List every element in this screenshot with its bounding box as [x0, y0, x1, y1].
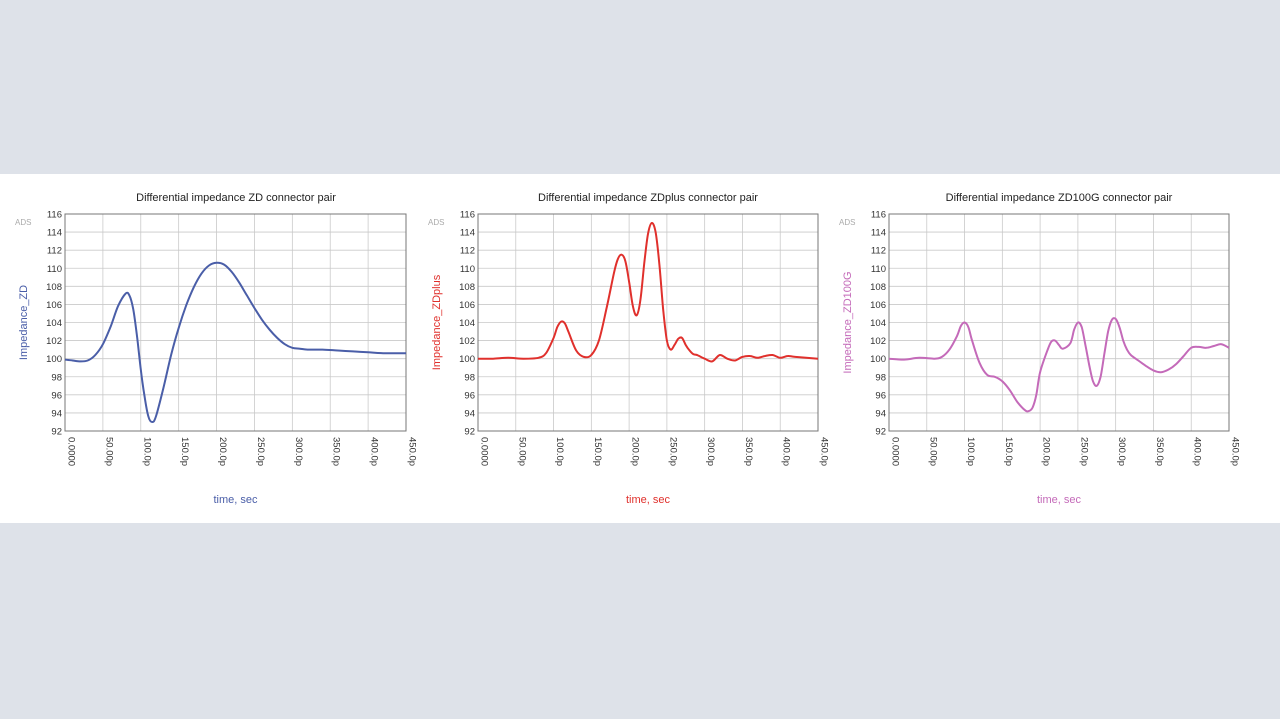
x-axis-label: time, sec — [213, 494, 258, 506]
y-tick-label: 106 — [46, 300, 62, 311]
y-tick-label: 110 — [460, 264, 475, 275]
y-tick-label: 96 — [464, 390, 475, 401]
x-tick-label: 400.0p — [781, 437, 792, 466]
x-tick-label: 0.0000 — [66, 437, 77, 466]
plot-frame — [64, 213, 407, 432]
y-tick-label: 110 — [47, 264, 62, 275]
x-tick-label: 300.0p — [1116, 437, 1127, 466]
x-tick-label: 200.0p — [1041, 437, 1052, 466]
y-tick-label: 110 — [871, 264, 886, 275]
x-axis-label: time, sec — [1037, 494, 1082, 506]
plot-frame — [888, 213, 1230, 432]
y-tick-label: 104 — [459, 318, 475, 329]
y-tick-label: 92 — [875, 427, 886, 438]
y-tick-label: 94 — [875, 408, 886, 419]
y-tick-label: 96 — [51, 390, 62, 401]
y-tick-label: 92 — [51, 427, 62, 438]
x-tick-label: 100.0p — [554, 437, 565, 466]
y-tick-label: 96 — [875, 390, 886, 401]
y-tick-label: 100 — [870, 354, 886, 365]
x-tick-label: 450.0p — [819, 437, 830, 466]
series-line-1 — [888, 317, 1230, 413]
series-line-1 — [477, 222, 819, 363]
y-axis-label: Impedance_ZD — [18, 285, 30, 360]
x-tick-label: 150.0p — [592, 437, 603, 466]
chart-3: Differential impedance ZD100G connector … — [839, 192, 1241, 506]
x-tick-label: 150.0p — [1003, 437, 1014, 466]
y-tick-label: 114 — [47, 228, 62, 239]
y-tick-label: 116 — [871, 210, 886, 221]
x-tick-label: 450.0p — [407, 437, 418, 466]
y-tick-label: 102 — [870, 336, 886, 347]
x-tick-label: 350.0p — [1154, 437, 1165, 466]
y-tick-label: 94 — [464, 408, 475, 419]
x-tick-label: 350.0p — [331, 437, 342, 466]
x-tick-label: 200.0p — [630, 437, 641, 466]
plot-frame — [477, 213, 819, 432]
x-tick-label: 50.00p — [927, 437, 938, 466]
ads-mark: ADS — [15, 218, 31, 227]
y-tick-label: 94 — [51, 408, 62, 419]
y-tick-label: 106 — [870, 300, 886, 311]
x-tick-label: 300.0p — [293, 437, 304, 466]
y-tick-label: 100 — [459, 354, 475, 365]
y-tick-label: 112 — [460, 246, 475, 257]
y-axis-label: Impedance_ZDplus — [431, 274, 443, 370]
x-tick-label: 100.0p — [965, 437, 976, 466]
x-tick-label: 450.0p — [1230, 437, 1241, 466]
x-tick-label: 250.0p — [667, 437, 678, 466]
x-tick-label: 50.00p — [516, 437, 527, 466]
x-axis-label: time, sec — [626, 494, 671, 506]
y-tick-label: 116 — [47, 210, 62, 221]
y-axis-label: Impedance_ZD100G — [842, 271, 854, 373]
y-tick-label: 116 — [460, 210, 475, 221]
y-tick-label: 98 — [875, 372, 886, 383]
y-tick-label: 98 — [51, 372, 62, 383]
chart-1: Differential impedance ZD connector pair… — [15, 192, 418, 506]
y-tick-label: 92 — [464, 427, 475, 438]
x-tick-label: 100.0p — [141, 437, 152, 466]
y-tick-label: 100 — [46, 354, 62, 365]
y-tick-label: 112 — [871, 246, 886, 257]
y-tick-label: 108 — [459, 282, 475, 293]
chart-title: Differential impedance ZD connector pair — [136, 192, 336, 204]
x-tick-label: 400.0p — [369, 437, 380, 466]
series-line-1 — [64, 261, 407, 424]
chart-title: Differential impedance ZDplus connector … — [538, 192, 758, 204]
chart-2: Differential impedance ZDplus connector … — [428, 192, 830, 506]
x-tick-label: 0.0000 — [479, 437, 490, 466]
x-tick-label: 250.0p — [1078, 437, 1089, 466]
y-tick-label: 108 — [46, 282, 62, 293]
y-tick-label: 114 — [460, 228, 475, 239]
y-tick-label: 98 — [464, 372, 475, 383]
y-tick-label: 102 — [459, 336, 475, 347]
x-tick-label: 350.0p — [743, 437, 754, 466]
x-tick-label: 250.0p — [255, 437, 266, 466]
y-tick-label: 102 — [46, 336, 62, 347]
y-tick-label: 112 — [47, 246, 62, 257]
x-tick-label: 200.0p — [217, 437, 228, 466]
x-tick-label: 50.00p — [103, 437, 114, 466]
y-tick-label: 104 — [870, 318, 886, 329]
y-tick-label: 106 — [459, 300, 475, 311]
chart-title: Differential impedance ZD100G connector … — [946, 192, 1173, 204]
x-tick-label: 150.0p — [179, 437, 190, 466]
y-tick-label: 108 — [870, 282, 886, 293]
x-tick-label: 400.0p — [1192, 437, 1203, 466]
y-tick-label: 114 — [871, 228, 886, 239]
y-tick-label: 104 — [46, 318, 62, 329]
x-tick-label: 300.0p — [705, 437, 716, 466]
ads-mark: ADS — [428, 218, 444, 227]
ads-mark: ADS — [839, 218, 855, 227]
x-tick-label: 0.0000 — [890, 437, 901, 466]
